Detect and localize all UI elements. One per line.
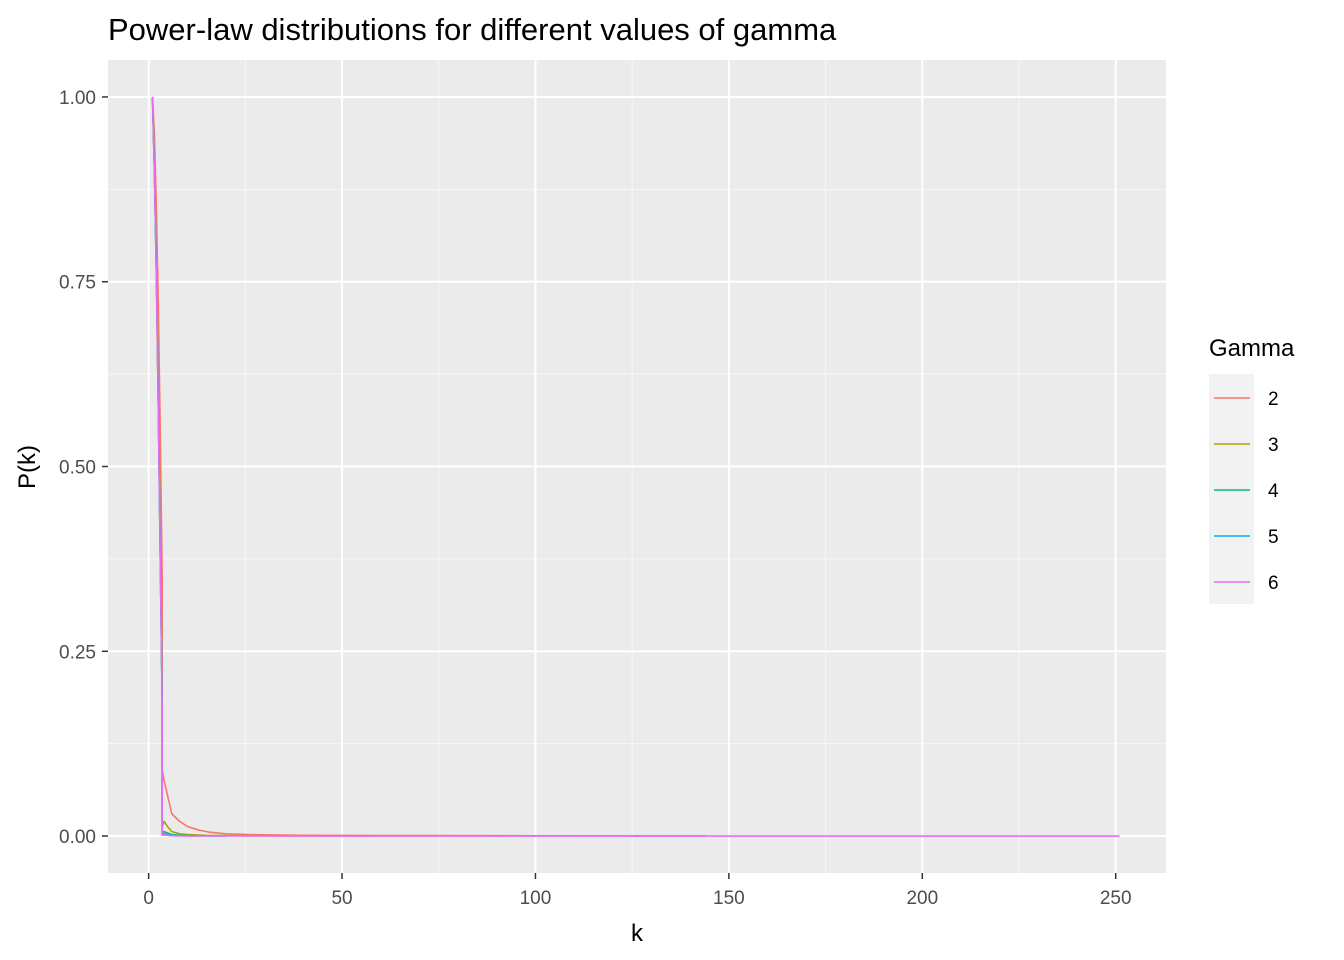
legend-label-gamma-2: 2 xyxy=(1268,389,1279,410)
x-tick-label: 250 xyxy=(1100,888,1132,909)
y-tick-label: 0.25 xyxy=(59,642,96,663)
y-tick-label: 0.00 xyxy=(59,827,96,848)
x-tick-label: 150 xyxy=(713,888,745,909)
x-tick-label: 0 xyxy=(143,888,154,909)
legend-key-background xyxy=(1209,374,1254,604)
series-line-gamma-6 xyxy=(151,96,1120,837)
legend-label-gamma-5: 5 xyxy=(1268,527,1279,548)
legend-label-gamma-4: 4 xyxy=(1268,481,1279,502)
legend-label-gamma-6: 6 xyxy=(1268,573,1279,594)
y-tick-label: 0.50 xyxy=(59,458,96,479)
y-tick-label: 1.00 xyxy=(59,88,96,109)
legend-label-gamma-3: 3 xyxy=(1268,435,1279,456)
x-axis-title: k xyxy=(631,920,644,947)
series-lines xyxy=(151,96,1120,837)
y-axis-title: P(k) xyxy=(14,445,41,489)
y-tick-label: 0.75 xyxy=(59,273,96,294)
x-tick-label: 200 xyxy=(906,888,938,909)
legend: Gamma 2 3 4 5 6 xyxy=(1209,335,1295,604)
chart-title: Power-law distributions for different va… xyxy=(108,12,837,47)
x-axis: 0 50 100 150 200 250 xyxy=(143,873,1132,909)
x-tick-label: 100 xyxy=(520,888,552,909)
legend-title: Gamma xyxy=(1209,335,1295,362)
y-axis: 0.00 0.25 0.50 0.75 1.00 xyxy=(59,88,108,848)
x-tick-label: 50 xyxy=(331,888,352,909)
